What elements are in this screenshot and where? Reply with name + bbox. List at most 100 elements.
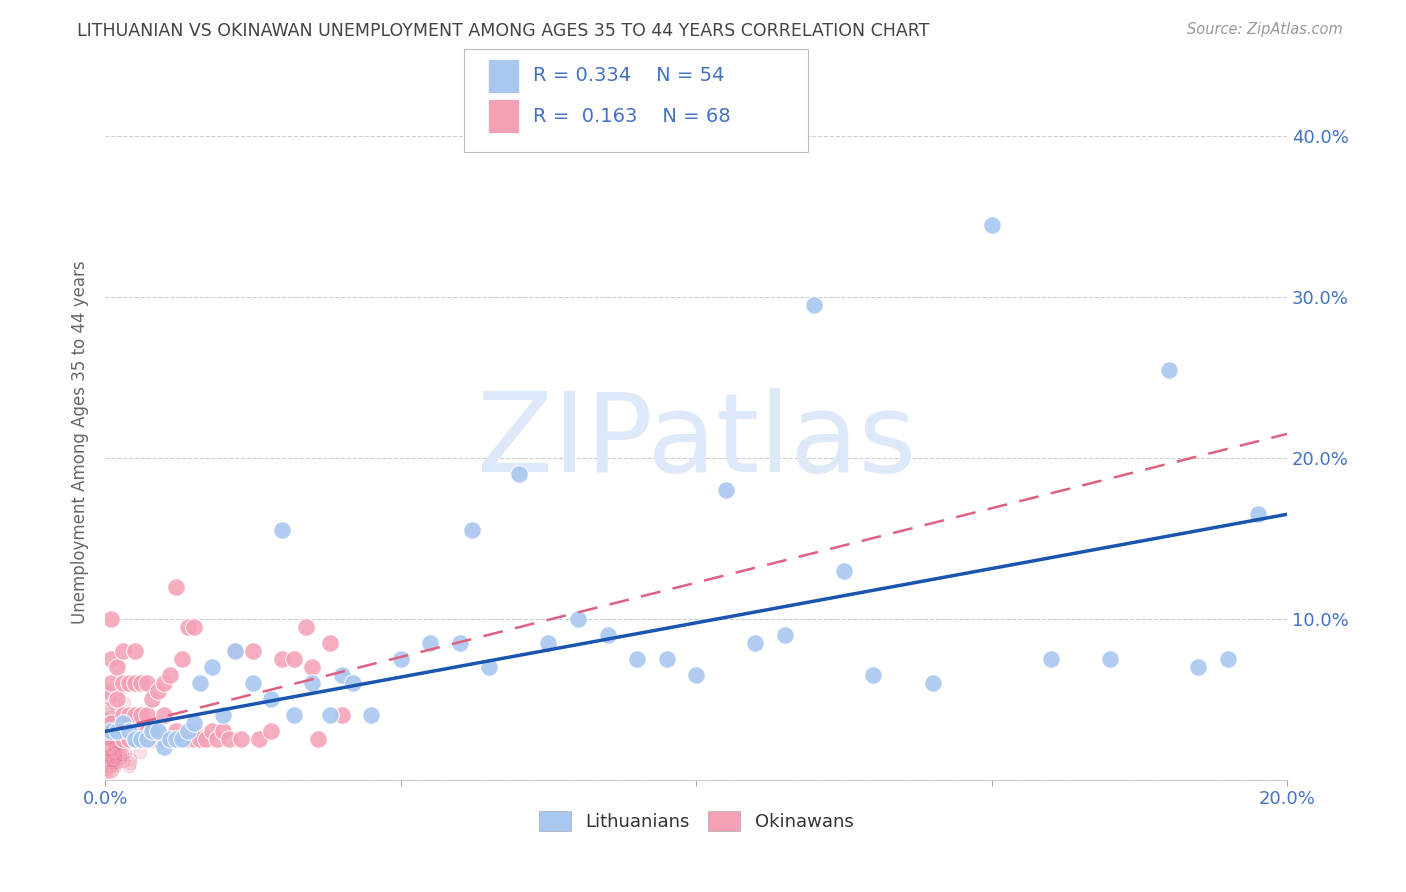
Point [94, 762, 117, 776]
Point [94, 764, 117, 779]
Point [96, 723, 118, 737]
Point [104, 756, 127, 771]
Point [124, 644, 146, 658]
Point [96, 704, 118, 718]
Point [111, 723, 134, 738]
Point [105, 724, 128, 739]
Text: ZIPatlas: ZIPatlas [477, 388, 915, 495]
Point [207, 732, 229, 747]
Point [97, 730, 120, 744]
Point [115, 718, 138, 732]
Point [104, 723, 127, 737]
Point [96, 762, 118, 776]
Point [342, 676, 364, 690]
Point [103, 723, 125, 737]
Point [104, 741, 127, 756]
Point [101, 722, 124, 736]
Point [122, 725, 145, 739]
Legend: Lithuanians, Okinawans: Lithuanians, Okinawans [538, 811, 853, 831]
Point [148, 724, 170, 739]
Point [108, 747, 131, 761]
Point [803, 298, 825, 312]
Point [96, 720, 118, 734]
Point [685, 668, 707, 682]
Point [101, 729, 124, 743]
Point [97, 724, 120, 739]
Point [118, 756, 141, 771]
Point [118, 759, 141, 773]
Point [260, 692, 283, 706]
Point [94, 720, 117, 734]
Point [94, 731, 117, 745]
Point [111, 755, 134, 769]
Point [101, 728, 124, 742]
Point [120, 729, 142, 743]
Point [862, 668, 884, 682]
Point [319, 636, 342, 650]
Point [141, 692, 163, 706]
Point [97, 764, 120, 778]
Point [141, 724, 163, 739]
Point [135, 724, 157, 739]
Point [118, 715, 141, 730]
Point [94, 712, 117, 726]
Point [111, 710, 134, 724]
Point [744, 636, 766, 650]
Point [111, 716, 134, 731]
Point [103, 753, 125, 767]
Point [97, 707, 120, 722]
Point [129, 732, 152, 747]
Point [118, 724, 141, 739]
Point [97, 731, 120, 745]
Point [104, 758, 127, 772]
Point [111, 747, 134, 761]
Point [97, 721, 120, 735]
Point [101, 731, 124, 746]
Point [153, 732, 176, 747]
Point [188, 732, 211, 747]
Point [153, 740, 176, 755]
Point [153, 676, 176, 690]
Point [271, 524, 294, 538]
Point [218, 732, 240, 747]
Point [105, 692, 128, 706]
Point [165, 580, 187, 594]
Point [94, 702, 117, 716]
Point [111, 708, 134, 723]
Point [107, 706, 129, 720]
Point [247, 732, 270, 747]
Point [330, 708, 353, 723]
Point [108, 751, 131, 765]
Point [159, 732, 181, 747]
Point [111, 734, 134, 748]
Point [97, 714, 120, 728]
Point [97, 727, 120, 741]
Point [260, 724, 283, 739]
Point [129, 676, 152, 690]
Point [104, 720, 127, 734]
Point [103, 746, 125, 760]
Point [714, 483, 737, 497]
Point [98, 732, 121, 747]
Point [98, 741, 121, 756]
Point [118, 708, 141, 723]
Point [165, 724, 187, 739]
Point [111, 723, 134, 738]
Point [242, 676, 264, 690]
Point [170, 732, 193, 747]
Point [112, 727, 135, 741]
Point [114, 745, 136, 759]
Point [200, 660, 222, 674]
Point [1039, 652, 1062, 666]
Point [104, 749, 127, 764]
Point [97, 691, 120, 706]
Point [111, 723, 134, 737]
Point [100, 724, 122, 739]
Point [108, 715, 131, 730]
Point [170, 652, 193, 666]
Point [118, 751, 141, 765]
Point [319, 708, 342, 723]
Point [101, 749, 124, 764]
Point [101, 753, 124, 767]
Point [229, 732, 252, 747]
